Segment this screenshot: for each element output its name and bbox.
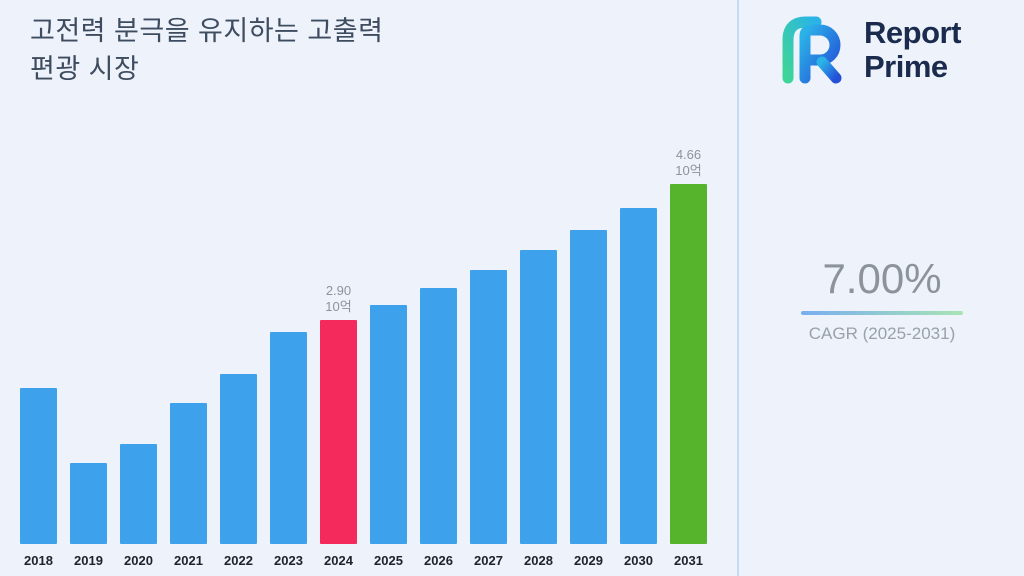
brand: Report Prime bbox=[772, 10, 961, 90]
bar-2024 bbox=[320, 320, 357, 544]
x-axis-label-2029: 2029 bbox=[574, 553, 603, 568]
x-axis-label-2027: 2027 bbox=[474, 553, 503, 568]
x-axis-label-2031: 2031 bbox=[674, 553, 703, 568]
bar-column-2020: 2020 bbox=[120, 444, 157, 568]
brand-name-line1: Report bbox=[864, 15, 961, 50]
brand-name-line2: Prime bbox=[864, 49, 948, 84]
bar-column-2022: 2022 bbox=[220, 374, 257, 568]
bar-chart: 2018 2019 2020 2021 2022 2023 2.90 10억 2024 2025 2… bbox=[20, 147, 707, 568]
x-axis-label-2026: 2026 bbox=[424, 553, 453, 568]
bar-value-label-2024: 2.90 10억 bbox=[325, 283, 352, 314]
cagr-caption: CAGR (2025-2031) bbox=[808, 324, 956, 343]
cagr-value: 7.00% bbox=[822, 255, 942, 302]
bar-2031 bbox=[670, 184, 707, 544]
brand-name: Report Prime bbox=[864, 16, 961, 84]
x-axis-label-2022: 2022 bbox=[224, 553, 253, 568]
page-title: 고전력 분극을 유지하는 고출력 편광 시장 bbox=[30, 12, 383, 88]
bar-2027 bbox=[470, 270, 507, 544]
bar-column-2018: 2018 bbox=[20, 388, 57, 568]
bar-2028 bbox=[520, 250, 557, 544]
bar-column-2021: 2021 bbox=[170, 403, 207, 568]
cagr-stat: 7.00% CAGR (2025-2031) bbox=[762, 255, 1002, 344]
bar-column-2024: 2.90 10억 2024 bbox=[320, 283, 357, 568]
x-axis-label-2025: 2025 bbox=[374, 553, 403, 568]
x-axis-label-2030: 2030 bbox=[624, 553, 653, 568]
bar-column-2029: 2029 bbox=[570, 230, 607, 568]
bar-2029 bbox=[570, 230, 607, 544]
x-axis-label-2021: 2021 bbox=[174, 553, 203, 568]
bar-2030 bbox=[620, 208, 657, 544]
x-axis-label-2020: 2020 bbox=[124, 553, 153, 568]
bar-column-2028: 2028 bbox=[520, 250, 557, 568]
x-axis-label-2028: 2028 bbox=[524, 553, 553, 568]
bar-column-2030: 2030 bbox=[620, 208, 657, 568]
page-title-line1: 고전력 분극을 유지하는 고출력 bbox=[30, 16, 384, 46]
bar-column-2027: 2027 bbox=[470, 270, 507, 568]
x-axis-label-2019: 2019 bbox=[74, 553, 103, 568]
bar-2021 bbox=[170, 403, 207, 544]
report-prime-logo-icon bbox=[782, 16, 842, 84]
bar-column-2026: 2026 bbox=[420, 288, 457, 568]
x-axis-label-2024: 2024 bbox=[324, 553, 353, 568]
bar-2020 bbox=[120, 444, 157, 544]
vertical-divider bbox=[737, 0, 739, 576]
bar-value-label-2031: 4.66 10억 bbox=[675, 147, 702, 178]
bar-2022 bbox=[220, 374, 257, 544]
bar-column-2023: 2023 bbox=[270, 332, 307, 568]
x-axis-label-2018: 2018 bbox=[24, 553, 53, 568]
bar-2018 bbox=[20, 388, 57, 544]
bar-2019 bbox=[70, 463, 107, 544]
bar-column-2025: 2025 bbox=[370, 305, 407, 568]
bar-column-2019: 2019 bbox=[70, 463, 107, 568]
x-axis-label-2023: 2023 bbox=[274, 553, 303, 568]
page-title-line2: 편광 시장 bbox=[30, 54, 140, 84]
cagr-underline bbox=[801, 311, 963, 315]
bar-2026 bbox=[420, 288, 457, 544]
bar-2023 bbox=[270, 332, 307, 544]
bar-column-2031: 4.66 10억 2031 bbox=[670, 147, 707, 568]
bar-2025 bbox=[370, 305, 407, 544]
